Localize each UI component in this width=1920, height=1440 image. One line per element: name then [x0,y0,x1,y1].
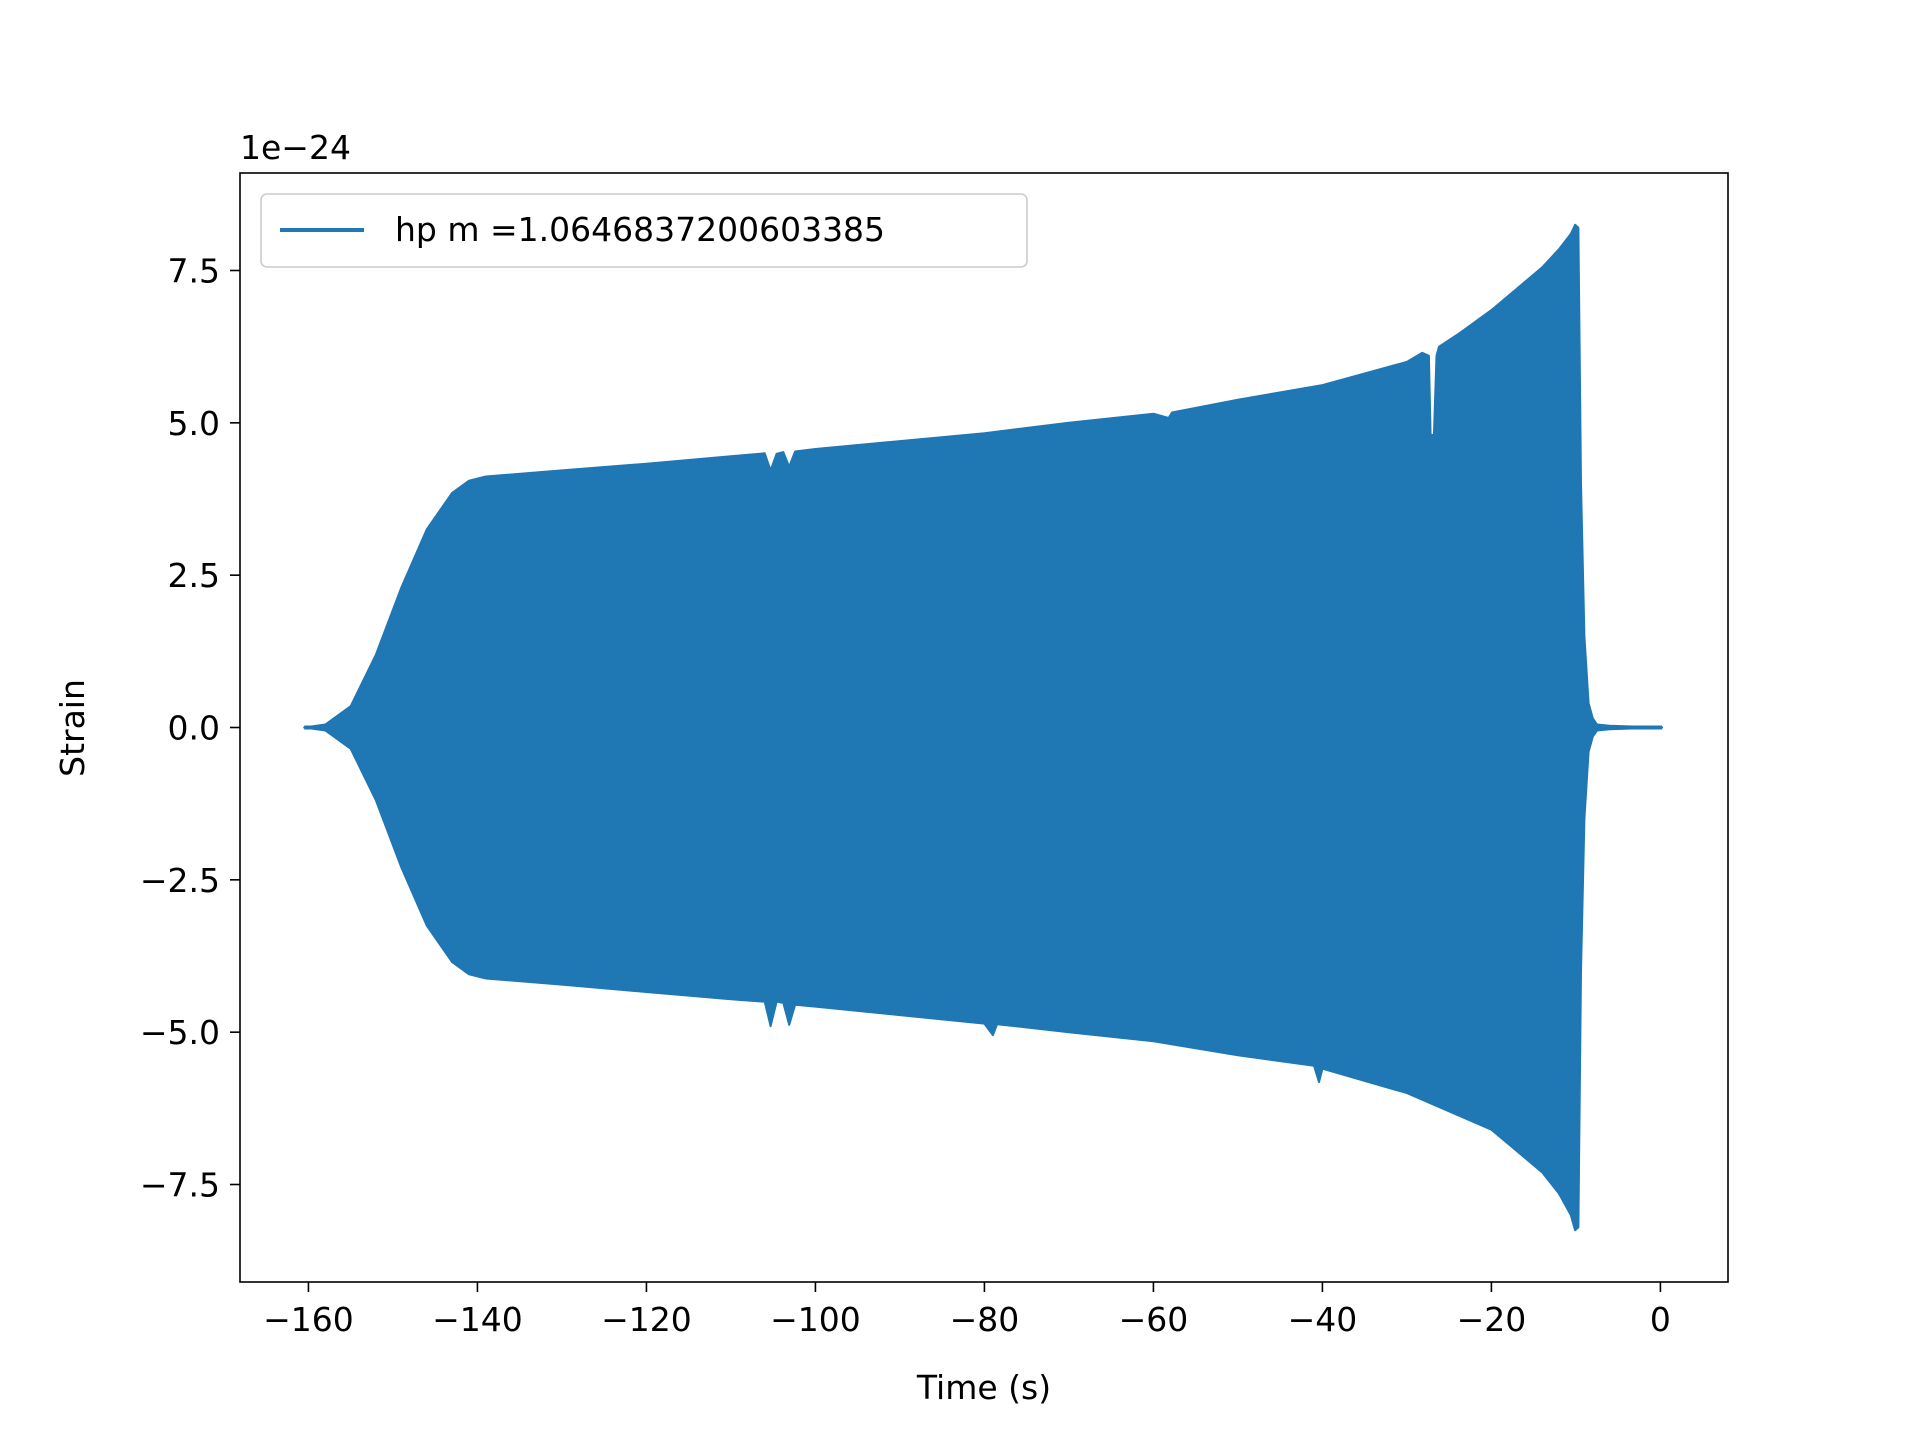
y-tick-label: −5.0 [140,1013,220,1052]
x-tick-label: −40 [1288,1300,1358,1339]
y-tick-label: −7.5 [140,1166,220,1205]
legend-box [260,193,1028,268]
x-tick-label: −20 [1457,1300,1527,1339]
legend: hp m =1.0646837200603385 [260,193,1028,268]
x-tick-label: −120 [601,1300,692,1339]
x-tick-label: −100 [770,1300,861,1339]
y-tick-label: 7.5 [168,251,220,290]
x-axis: −160 −140 −120 −100 −80 −60 −40 −20 0 [263,1282,1671,1339]
x-tick-label: −160 [263,1300,354,1339]
y-tick-label: −2.5 [140,861,220,900]
x-axis-label: Time (s) [916,1368,1051,1407]
x-tick-label: −140 [432,1300,523,1339]
legend-label: hp m =1.0646837200603385 [395,210,885,249]
y-tick-label: 2.5 [168,556,220,595]
y-tick-label: 0.0 [168,709,220,748]
x-tick-label: 0 [1650,1300,1671,1339]
x-tick-label: −80 [950,1300,1020,1339]
y-tick-label: 5.0 [168,404,220,443]
y-axis-offset-label: 1e−24 [240,128,351,167]
x-tick-label: −60 [1119,1300,1189,1339]
y-axis-label: Strain [53,679,92,777]
y-axis: 7.5 5.0 2.5 0.0 −2.5 −5.0 −7.5 [140,251,240,1205]
plot-area [303,223,1664,1232]
